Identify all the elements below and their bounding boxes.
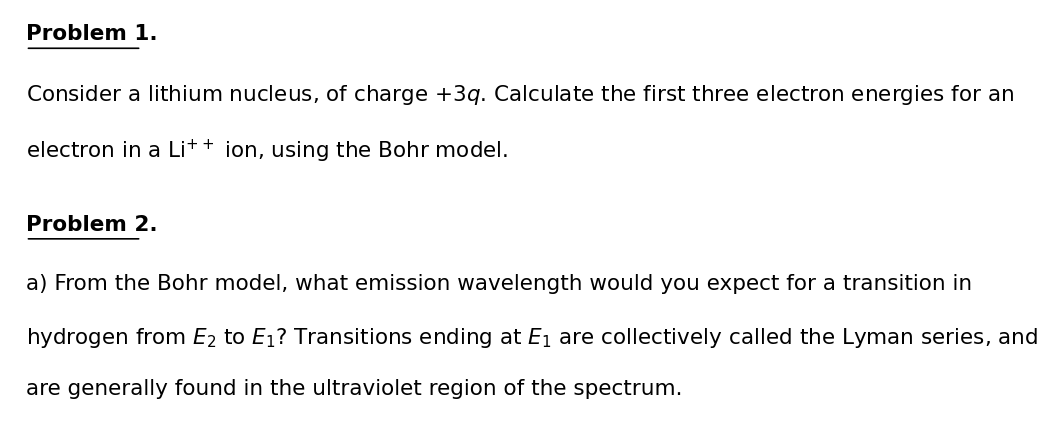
Text: a) From the Bohr model, what emission wavelength would you expect for a transiti: a) From the Bohr model, what emission wa…	[26, 274, 972, 294]
Text: hydrogen from $E_2$ to $E_1$? Transitions ending at $E_1$ are collectively calle: hydrogen from $E_2$ to $E_1$? Transition…	[26, 326, 1037, 350]
Text: electron in a Li$^{++}$ ion, using the Bohr model.: electron in a Li$^{++}$ ion, using the B…	[26, 138, 508, 165]
Text: Consider a lithium nucleus, of charge +3$q$. Calculate the first three electron : Consider a lithium nucleus, of charge +3…	[26, 83, 1014, 107]
Text: Problem 1.: Problem 1.	[26, 24, 158, 44]
Text: are generally found in the ultraviolet region of the spectrum.: are generally found in the ultraviolet r…	[26, 379, 682, 399]
Text: Problem 2.: Problem 2.	[26, 215, 158, 235]
